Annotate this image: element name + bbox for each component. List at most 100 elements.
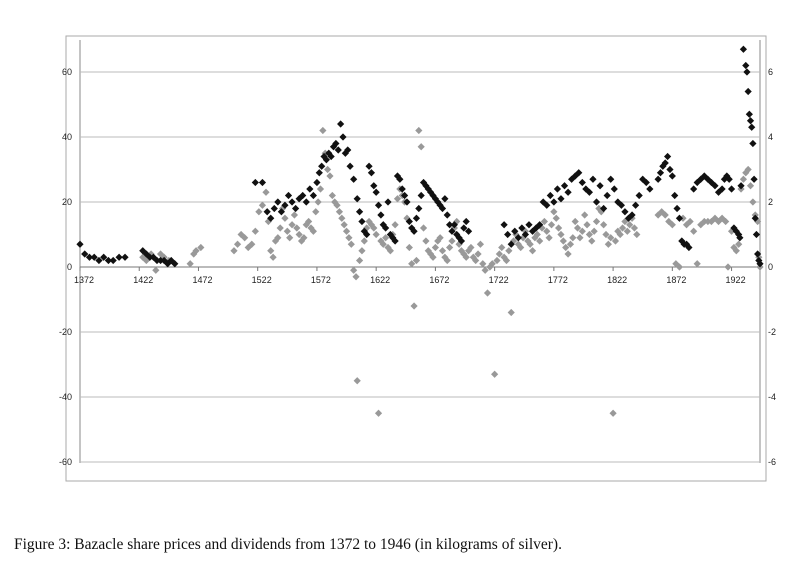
data-point <box>603 191 611 200</box>
data-point <box>263 208 271 216</box>
data-point <box>743 68 751 76</box>
data-point <box>365 162 373 170</box>
data-point <box>305 217 313 226</box>
data-point <box>630 224 639 232</box>
data-point <box>742 61 750 70</box>
data-point <box>730 224 738 232</box>
data-point <box>386 230 394 239</box>
data-point <box>284 191 293 200</box>
data-point <box>315 169 323 177</box>
data-point <box>384 198 392 206</box>
data-point <box>539 198 547 206</box>
data-point <box>353 195 361 203</box>
data-point <box>693 260 701 268</box>
data-point <box>248 240 256 248</box>
data-point <box>550 208 558 216</box>
y-left-tick-label: -20 <box>59 327 72 337</box>
data-point <box>76 240 84 248</box>
data-point <box>521 230 530 239</box>
data-point <box>543 201 551 209</box>
data-point <box>419 224 428 232</box>
data-point <box>526 240 534 248</box>
data-point <box>564 250 572 258</box>
figure-caption: Figure 3: Bazacle share prices and divid… <box>14 536 562 553</box>
data-point <box>434 198 442 206</box>
data-point <box>197 243 205 252</box>
data-point <box>481 266 489 274</box>
data-point <box>377 211 385 219</box>
data-point <box>635 191 643 200</box>
data-point <box>611 237 620 245</box>
data-point <box>339 133 347 141</box>
data-point <box>569 234 577 242</box>
data-point <box>300 234 308 242</box>
data-point <box>337 120 345 128</box>
data-point <box>347 240 355 248</box>
data-point <box>727 185 736 193</box>
data-point <box>277 208 285 216</box>
data-point <box>661 159 669 167</box>
data-point <box>370 224 378 232</box>
data-point <box>668 221 676 229</box>
data-point <box>718 214 726 222</box>
y-right-tick-label: -4 <box>768 392 776 402</box>
x-tick-label: 1622 <box>370 275 390 285</box>
data-point <box>737 182 745 190</box>
data-point <box>610 185 618 193</box>
data-point <box>81 250 89 258</box>
data-point <box>295 230 303 239</box>
data-point <box>448 237 456 245</box>
data-point <box>319 126 327 135</box>
data-point <box>455 240 463 248</box>
data-point <box>600 204 608 213</box>
data-point <box>582 185 590 193</box>
data-point <box>727 227 736 235</box>
data-point <box>730 243 738 252</box>
data-point <box>292 204 300 213</box>
data-point <box>355 256 364 265</box>
data-point <box>724 263 732 271</box>
data-point <box>573 224 582 232</box>
data-point <box>355 208 364 216</box>
data-point <box>450 221 458 229</box>
data-point <box>427 250 435 258</box>
data-point <box>104 256 113 265</box>
data-point <box>345 234 353 242</box>
data-point <box>379 240 387 248</box>
data-point <box>267 214 275 222</box>
data-point <box>536 221 544 229</box>
data-point <box>547 221 556 229</box>
data-point <box>607 234 615 242</box>
data-point <box>398 185 406 193</box>
data-point <box>367 221 376 229</box>
data-point <box>382 224 390 232</box>
data-point <box>462 217 470 226</box>
data-point <box>327 152 335 161</box>
data-point <box>462 253 470 261</box>
data-point <box>438 204 447 213</box>
data-point <box>517 243 525 252</box>
data-point <box>467 243 475 252</box>
data-point <box>671 191 679 200</box>
x-tick-label: 1572 <box>311 275 331 285</box>
data-point <box>735 240 743 248</box>
data-point <box>230 247 238 255</box>
data-point <box>342 227 351 235</box>
data-point <box>335 208 344 216</box>
data-point <box>656 169 665 177</box>
y-left-tick-label: -60 <box>59 457 72 467</box>
x-tick-label: 1472 <box>192 275 212 285</box>
data-point <box>479 260 487 268</box>
data-point <box>524 237 532 245</box>
data-point <box>550 198 558 206</box>
data-point <box>405 217 413 226</box>
data-point <box>722 217 730 226</box>
data-point <box>403 214 411 222</box>
data-point <box>464 227 473 235</box>
data-point <box>251 178 259 187</box>
data-point <box>642 178 650 187</box>
data-point <box>358 217 366 226</box>
data-point <box>258 178 267 187</box>
x-tick-label: 1872 <box>666 275 686 285</box>
